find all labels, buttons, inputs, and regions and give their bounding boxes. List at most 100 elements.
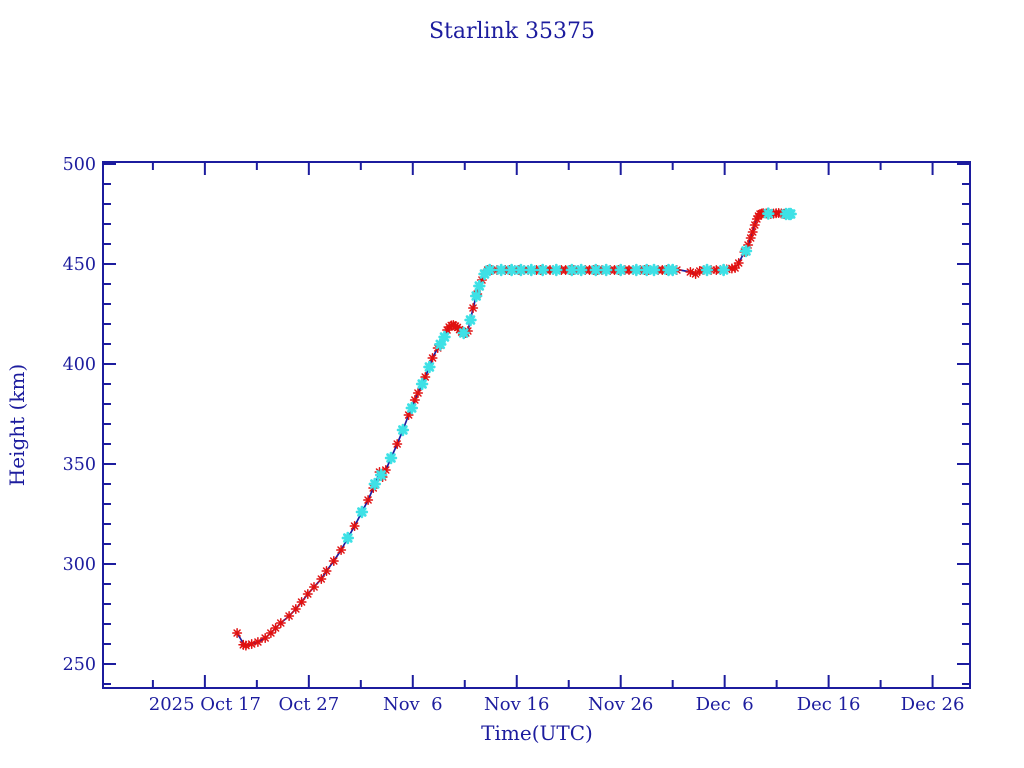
marker-spoke (649, 265, 659, 275)
cyan-asterisk-marker (457, 326, 470, 340)
marker-spoke (310, 583, 318, 591)
marker-spoke (398, 425, 408, 435)
marker-spoke (686, 268, 695, 276)
marker-spoke (435, 339, 446, 350)
cyan-asterisk-marker (666, 263, 679, 277)
cyan-asterisk-marker (355, 505, 369, 519)
red-asterisk-marker (308, 581, 320, 593)
marker-spoke (484, 265, 495, 275)
x-tick-label: Nov 6 (383, 694, 443, 715)
marker-spoke (734, 259, 743, 267)
x-tick-label: Dec 26 (901, 694, 965, 715)
marker-spoke (276, 619, 285, 627)
cyan-asterisk-marker (630, 263, 643, 277)
marker-spoke (702, 265, 712, 275)
cyan-asterisk-marker (396, 423, 410, 437)
marker-spoke (763, 208, 774, 219)
y-tick-label: 350 (63, 455, 96, 475)
cyan-asterisk-marker (483, 263, 496, 277)
cyan-asterisk-marker (739, 244, 753, 258)
marker-spoke (350, 522, 359, 530)
marker-spoke (414, 389, 422, 397)
red-asterisk-marker (380, 464, 391, 476)
marker-spoke (631, 265, 642, 275)
red-asterisk-marker (412, 387, 424, 399)
red-asterisk-marker (427, 352, 438, 364)
cyan-asterisk-marker (384, 451, 398, 465)
cyan-asterisk-marker (550, 263, 563, 277)
marker-spoke (233, 629, 241, 637)
cyan-asterisk-marker (536, 263, 549, 277)
red-asterisk-marker (392, 438, 403, 450)
red-asterisk-marker (232, 627, 243, 639)
marker-spoke (292, 605, 300, 613)
marker-spoke (741, 246, 751, 256)
marker-spoke (615, 265, 626, 275)
marker-spoke (285, 612, 293, 620)
cyan-asterisk-marker (341, 531, 355, 545)
marker-spoke (496, 265, 506, 275)
cyan-asterisk-marker (589, 263, 602, 277)
cyan-asterisk-marker (762, 207, 775, 220)
marker-spoke (424, 362, 435, 372)
marker-spoke (526, 265, 537, 275)
marker-spoke (465, 315, 476, 325)
marker-spoke (785, 209, 796, 219)
marker-spoke (370, 479, 380, 489)
x-tick-label: Nov 26 (588, 694, 653, 715)
marker-spoke (411, 396, 419, 404)
y-tick-label: 250 (63, 655, 96, 675)
y-tick-label: 400 (63, 355, 96, 375)
red-asterisk-marker (302, 588, 313, 600)
cyan-asterisk-marker (784, 207, 797, 221)
marker-spoke (591, 265, 601, 275)
red-asterisk-marker (749, 219, 760, 231)
cyan-asterisk-marker (717, 263, 730, 277)
cyan-asterisk-marker (575, 263, 588, 277)
marker-spoke (439, 332, 450, 342)
marker-spoke (601, 265, 611, 275)
red-asterisk-marker (316, 573, 327, 585)
marker-spoke (506, 265, 517, 275)
cyan-asterisk-marker (514, 263, 528, 277)
marker-spoke (471, 291, 482, 301)
marker-spoke (386, 453, 396, 463)
marker-spoke (474, 281, 485, 291)
plot-frame (102, 161, 971, 689)
cyan-asterisk-marker (464, 313, 477, 327)
red-asterisk-marker (747, 226, 758, 238)
red-asterisk-marker (328, 555, 339, 567)
chart-title: Starlink 35375 (429, 19, 595, 44)
marker-spoke (406, 403, 417, 413)
marker-spoke (329, 557, 338, 565)
cyan-asterisk-marker (640, 263, 653, 277)
marker-spoke (691, 270, 700, 278)
marker-spoke (641, 265, 652, 275)
cyan-asterisk-marker (614, 263, 627, 277)
marker-spoke (417, 379, 427, 389)
marker-spoke (254, 638, 262, 646)
marker-spoke (357, 507, 367, 517)
red-asterisk-marker (290, 603, 301, 615)
marker-spoke (718, 265, 729, 275)
cyan-asterisk-marker (423, 360, 436, 374)
marker-spoke (322, 567, 331, 575)
x-tick-label: Nov 16 (484, 694, 549, 715)
red-asterisk-marker (296, 596, 307, 608)
red-asterisk-marker (363, 494, 374, 506)
cyan-asterisk-marker (374, 468, 388, 482)
red-asterisk-marker (275, 617, 286, 629)
marker-spoke (731, 264, 739, 272)
marker-spoke (342, 533, 353, 543)
marker-spoke (393, 440, 401, 448)
marker-spoke (567, 265, 577, 275)
red-asterisk-marker (468, 302, 479, 314)
cyan-asterisk-marker (647, 263, 661, 277)
cyan-asterisk-marker (405, 401, 419, 415)
x-axis-label: Time(UTC) (481, 721, 593, 745)
marker-spoke (458, 328, 469, 338)
red-asterisk-marker (252, 636, 263, 648)
marker-spoke (576, 265, 586, 275)
y-tick-label: 300 (63, 555, 96, 575)
